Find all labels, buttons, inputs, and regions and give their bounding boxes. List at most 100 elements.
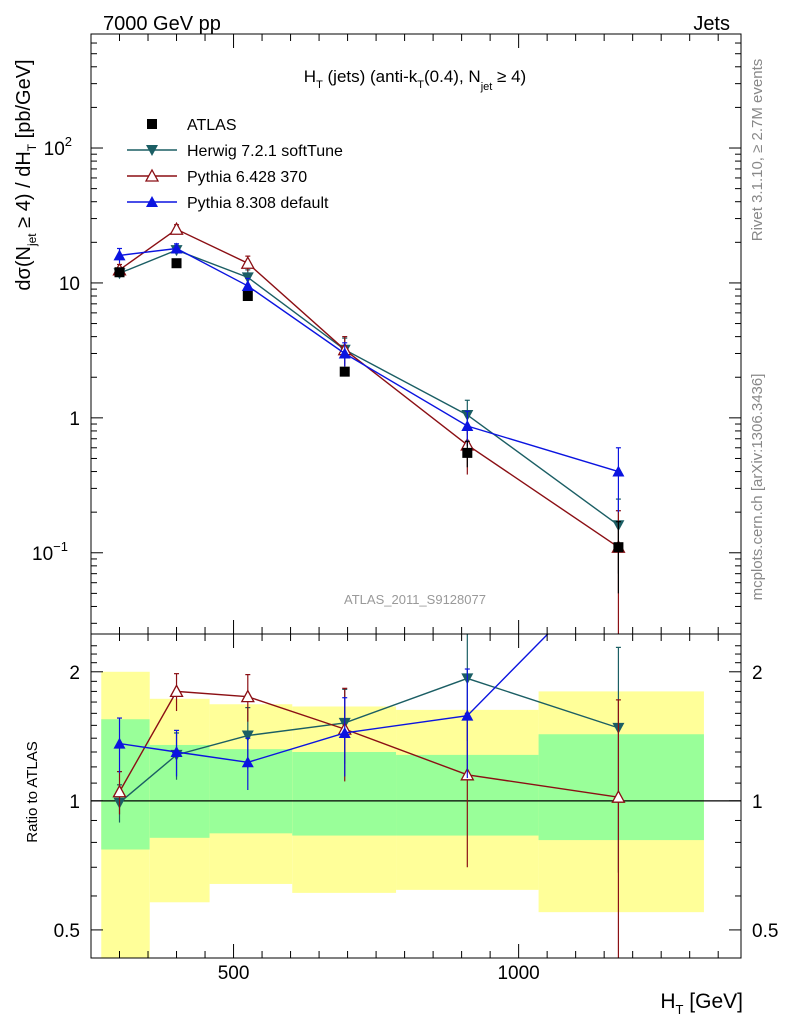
rivet-label: Rivet 3.1.10, ≥ 2.7M events: [749, 59, 766, 242]
ratio-y-tick-label: 1: [69, 792, 80, 813]
data-point: [338, 347, 351, 359]
ratio-y-tick-label: 2: [69, 663, 80, 684]
data-point: [338, 726, 351, 738]
series-line: [118, 690, 619, 798]
series-line: [119, 247, 619, 473]
data-point: [170, 242, 183, 254]
green-band-bin: [101, 719, 150, 850]
series-line: [119, 677, 619, 804]
data-point: [241, 730, 254, 742]
legend-item: Herwig 7.2.1 softTune: [127, 143, 343, 160]
ylabel-t: T: [25, 143, 39, 151]
data-point: [112, 784, 127, 798]
legend-marker: [147, 119, 157, 129]
data-point: [113, 249, 126, 261]
ratio-frame: [90, 633, 742, 959]
data-point: [242, 291, 253, 302]
ylabel-jet: jet: [25, 233, 39, 247]
title-sub-t2: T: [417, 79, 424, 91]
ratio-y-tick-label-right: 1: [752, 792, 763, 813]
data-point: [241, 756, 254, 768]
data-point: [241, 279, 254, 291]
data-point: [612, 465, 625, 477]
data-point: [339, 366, 350, 377]
source-label: mcplots.cern.ch [arXiv:1306.3436]: [749, 374, 766, 601]
title-mid2: (0.4), N: [424, 67, 481, 86]
x-tick-label: 500: [218, 963, 250, 984]
ratio-series: [112, 634, 626, 958]
x-axis: 500 1000: [119, 34, 719, 984]
ylabel-c: [pb/GeV]: [13, 59, 35, 144]
x-tick-label: 1000: [497, 963, 539, 984]
title-sub-t: T: [316, 79, 323, 91]
data-point: [462, 447, 473, 458]
green-band-bin: [538, 734, 704, 841]
y-tick-label: 102: [44, 134, 72, 160]
title-tail: ≥ 4): [492, 67, 526, 86]
legend-label: Pythia 6.428 370: [187, 169, 307, 186]
title-sub-jet: jet: [480, 81, 493, 93]
series-line: [119, 249, 619, 526]
ratio-y-axis: 0.5 0.5 1 1 2 2: [54, 645, 778, 942]
y-tick-label: 1: [69, 409, 80, 430]
data-point: [613, 542, 624, 553]
legend-label: ATLAS: [187, 117, 237, 134]
y-tick-exp: 2: [65, 134, 72, 149]
data-point: [113, 737, 126, 749]
data-point: [611, 789, 626, 803]
legend-item: ATLAS: [147, 117, 237, 134]
data-point: [461, 420, 474, 432]
category-label: Jets: [693, 13, 730, 35]
legend-marker: [144, 168, 160, 182]
data-point: [170, 745, 183, 757]
series-line: [119, 228, 619, 548]
data-point: [461, 709, 474, 721]
legend-item: Pythia 8.308 default: [127, 195, 329, 212]
ratio-y-tick-label-right: 2: [752, 663, 763, 684]
y-tick-label: 10: [59, 274, 80, 295]
y-tick-base: 10: [32, 544, 53, 565]
xlabel-t: T: [676, 1002, 684, 1017]
plot-title: HT (jets) (anti-kT(0.4), Njet ≥ 4): [304, 67, 526, 93]
data-point: [114, 267, 125, 278]
ratio-panel: 0.5 0.5 1 1 2 2 500 1000: [54, 34, 778, 984]
legend-label: Pythia 8.308 default: [187, 195, 329, 212]
title-mid: (jets) (anti-k: [323, 67, 418, 86]
data-point: [169, 684, 184, 698]
series-3: [113, 634, 549, 791]
ratio-bands: [101, 671, 704, 958]
ylabel-b: ≥ 4) / dH: [13, 151, 35, 233]
legend-label: Herwig 7.2.1 softTune: [187, 143, 343, 160]
ratio-y-axis-label: Ratio to ATLAS: [24, 741, 41, 842]
data-point: [240, 255, 255, 269]
data-point: [169, 221, 184, 235]
xlabel-rest: [GeV]: [683, 990, 743, 1013]
y-tick-exp: −1: [53, 539, 68, 554]
series-3: [113, 242, 625, 513]
title-h: H: [304, 67, 316, 86]
x-axis-label: HT [GeV]: [660, 990, 743, 1017]
energy-label: 7000 GeV pp: [103, 13, 221, 35]
ratio-y-tick-label-right: 0.5: [752, 921, 778, 942]
series-0: [114, 258, 624, 594]
ylabel-a: dσ(N: [13, 246, 35, 291]
legend-marker: [146, 145, 158, 156]
xlabel-h: H: [660, 990, 675, 1013]
main-series: [112, 221, 626, 634]
legend-item: Pythia 6.428 370: [127, 168, 307, 186]
analysis-watermark: ATLAS_2011_S9128077: [344, 592, 486, 607]
green-band-bin: [149, 744, 210, 838]
y-tick-label: 10−1: [32, 539, 68, 565]
y-tick-base: 10: [44, 139, 65, 160]
data-point: [240, 689, 255, 703]
series-line: [119, 634, 549, 764]
data-point: [171, 258, 182, 269]
main-y-axis-label: dσ(Njet ≥ 4) / dHT [pb/GeV]: [13, 59, 39, 290]
legend-marker: [146, 196, 158, 207]
legend: ATLAS Herwig 7.2.1 softTune Pythia 6.428 3…: [127, 117, 343, 212]
ratio-y-tick-label: 0.5: [54, 921, 80, 942]
series-1: [113, 244, 625, 574]
